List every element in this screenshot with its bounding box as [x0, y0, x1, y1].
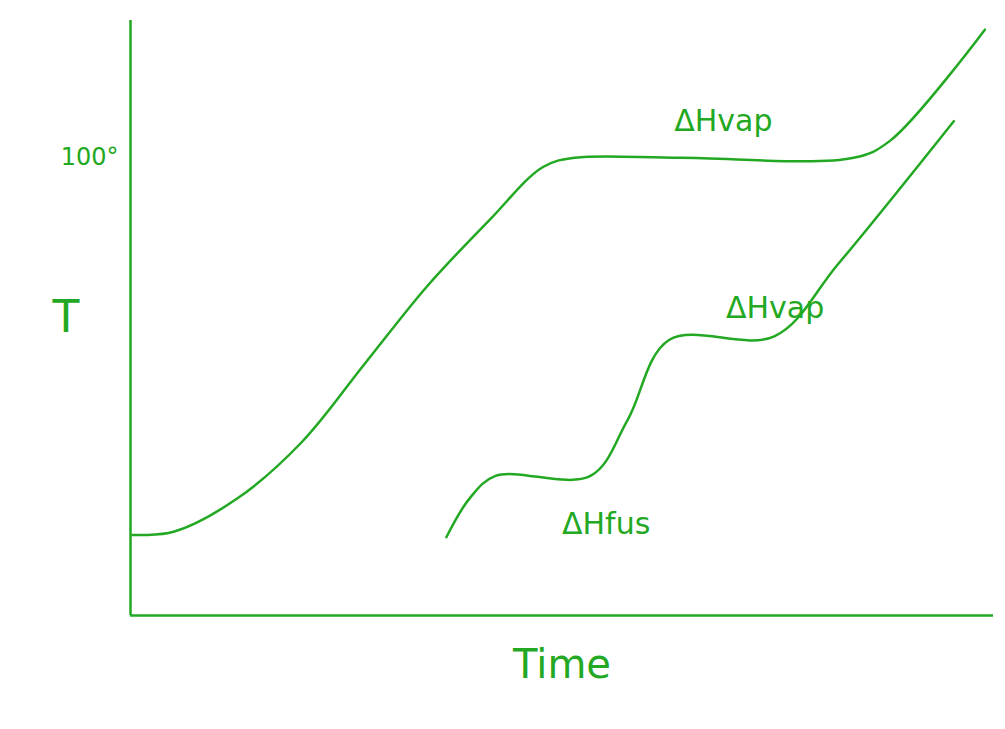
svg-text:ΔHvap: ΔHvap: [726, 290, 824, 325]
svg-text:T: T: [52, 291, 80, 342]
svg-text:Time: Time: [512, 641, 611, 687]
svg-text:ΔHvap: ΔHvap: [674, 103, 772, 138]
svg-text:ΔHfus: ΔHfus: [562, 506, 650, 541]
svg-text:100°: 100°: [61, 143, 119, 171]
